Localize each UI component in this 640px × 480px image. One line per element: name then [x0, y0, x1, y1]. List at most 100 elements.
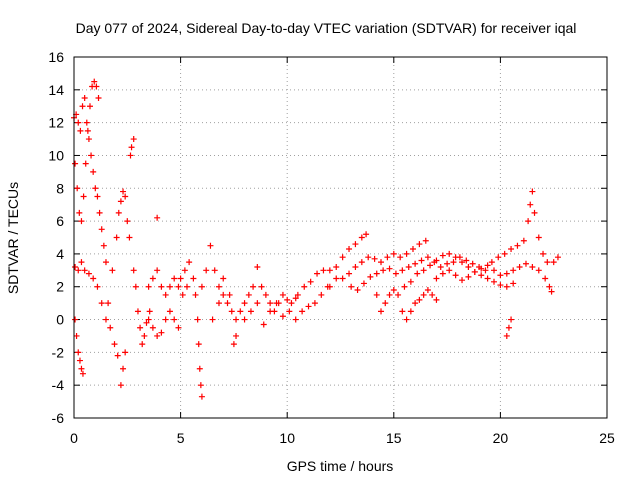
- data-point: [117, 198, 124, 205]
- data-point: [149, 275, 156, 282]
- data-point: [418, 257, 425, 264]
- data-point: [154, 214, 161, 221]
- data-point: [354, 287, 361, 294]
- data-point: [262, 291, 269, 298]
- data-point: [320, 267, 327, 274]
- data-point: [166, 308, 173, 315]
- data-point: [258, 283, 265, 290]
- data-point: [224, 300, 231, 307]
- data-point: [73, 332, 80, 339]
- data-point: [273, 300, 280, 307]
- data-point: [100, 242, 107, 249]
- data-point: [171, 275, 178, 282]
- data-point: [510, 280, 517, 287]
- data-point: [141, 332, 148, 339]
- y-tick-label: 6: [56, 213, 64, 229]
- x-tick-label: 15: [386, 430, 402, 446]
- data-point: [82, 160, 89, 167]
- data-point: [491, 267, 498, 274]
- data-point: [96, 209, 103, 216]
- data-point: [154, 267, 161, 274]
- grid: [74, 57, 607, 418]
- data-point: [525, 218, 532, 225]
- data-point: [446, 267, 453, 274]
- data-point: [79, 103, 86, 110]
- x-axis-label: GPS time / hours: [287, 458, 394, 474]
- data-point: [508, 245, 515, 252]
- data-point: [109, 267, 116, 274]
- data-point: [72, 160, 79, 167]
- y-axis-label: SDTVAR / TECUs: [5, 182, 21, 294]
- data-point: [139, 341, 146, 348]
- y-tick-label: 2: [56, 279, 64, 295]
- data-point: [482, 267, 489, 274]
- data-point: [433, 257, 440, 264]
- data-point: [122, 349, 129, 356]
- data-point: [497, 282, 504, 289]
- data-point: [260, 321, 267, 328]
- data-point: [488, 259, 495, 266]
- y-tick-label: 0: [56, 312, 64, 328]
- data-point: [181, 267, 188, 274]
- data-point: [77, 127, 84, 134]
- data-point: [177, 275, 184, 282]
- data-point: [318, 291, 325, 298]
- data-point: [292, 316, 299, 323]
- data-point: [134, 308, 141, 315]
- data-point: [363, 231, 370, 238]
- data-point: [373, 270, 380, 277]
- x-tick-label: 0: [70, 430, 78, 446]
- data-point: [346, 245, 353, 252]
- data-point: [114, 352, 121, 359]
- data-point: [339, 254, 346, 261]
- data-point: [367, 273, 374, 280]
- data-point: [179, 291, 186, 298]
- data-point: [194, 316, 201, 323]
- data-point: [79, 370, 86, 377]
- data-point: [459, 259, 466, 266]
- data-point: [407, 278, 414, 285]
- data-point: [403, 316, 410, 323]
- data-point: [352, 241, 359, 248]
- data-point: [233, 332, 240, 339]
- data-point: [450, 259, 457, 266]
- data-point: [471, 268, 478, 275]
- data-point: [254, 300, 261, 307]
- data-point: [446, 250, 453, 257]
- data-point: [98, 300, 105, 307]
- data-point: [452, 254, 459, 261]
- data-point: [241, 316, 248, 323]
- data-point: [286, 308, 293, 315]
- data-points: [71, 78, 561, 400]
- data-point: [78, 365, 85, 372]
- data-point: [284, 296, 291, 303]
- data-point: [427, 262, 434, 269]
- data-point: [102, 316, 109, 323]
- data-point: [416, 241, 423, 248]
- data-point: [326, 283, 333, 290]
- y-tick-label: 16: [48, 49, 64, 65]
- data-point: [78, 259, 85, 266]
- data-point: [93, 83, 100, 90]
- data-point: [397, 254, 404, 261]
- data-point: [514, 242, 521, 249]
- data-point: [311, 300, 318, 307]
- data-point: [384, 254, 391, 261]
- data-point: [83, 119, 90, 126]
- data-point: [444, 260, 451, 267]
- data-point: [117, 382, 124, 389]
- data-point: [365, 254, 372, 261]
- data-point: [192, 291, 199, 298]
- data-point: [422, 237, 429, 244]
- data-point: [416, 296, 423, 303]
- data-point: [143, 319, 150, 326]
- data-point: [439, 252, 446, 259]
- data-point: [333, 264, 340, 271]
- data-point: [401, 283, 408, 290]
- data-point: [209, 316, 216, 323]
- data-point: [90, 168, 97, 175]
- data-point: [241, 300, 248, 307]
- data-point: [503, 270, 510, 277]
- data-point: [373, 291, 380, 298]
- data-point: [197, 382, 204, 389]
